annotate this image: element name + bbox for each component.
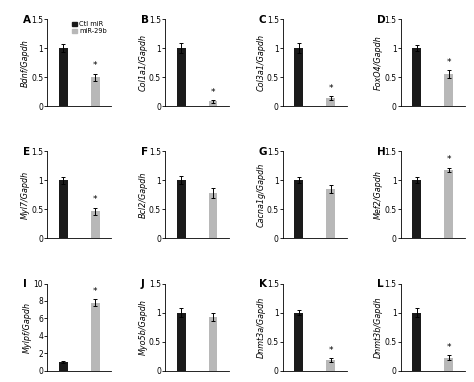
Text: *: * <box>447 58 451 66</box>
Bar <box>91 77 100 106</box>
Y-axis label: FoxO4/Gapdh: FoxO4/Gapdh <box>374 35 383 90</box>
Bar <box>59 180 68 238</box>
Y-axis label: Mylpf/Gapdh: Mylpf/Gapdh <box>23 301 32 353</box>
Text: B: B <box>141 15 149 25</box>
Y-axis label: Col3a1/Gapdh: Col3a1/Gapdh <box>256 34 265 91</box>
Text: *: * <box>328 84 333 93</box>
Text: L: L <box>377 279 383 289</box>
Bar <box>412 180 421 238</box>
Bar <box>444 170 453 238</box>
Text: H: H <box>377 147 385 157</box>
Y-axis label: Mef2/Gapdh: Mef2/Gapdh <box>374 170 383 219</box>
Bar <box>177 48 186 106</box>
Bar <box>59 48 68 106</box>
Bar <box>177 180 186 238</box>
Text: *: * <box>211 88 215 97</box>
Text: *: * <box>447 343 451 352</box>
Text: A: A <box>23 15 31 25</box>
Bar <box>412 48 421 106</box>
Bar <box>91 211 100 238</box>
Text: I: I <box>23 279 27 289</box>
Bar <box>412 312 421 371</box>
Text: *: * <box>93 195 98 204</box>
Bar <box>209 102 218 106</box>
Y-axis label: Col1a1/Gapdh: Col1a1/Gapdh <box>138 34 147 91</box>
Text: *: * <box>328 346 333 355</box>
Bar <box>294 312 303 371</box>
Bar <box>209 317 218 371</box>
Text: D: D <box>377 15 385 25</box>
Bar <box>444 74 453 106</box>
Bar <box>209 193 218 238</box>
Legend: Ctl miR, miR-29b: Ctl miR, miR-29b <box>71 21 108 35</box>
Y-axis label: Bdnf/Gapdh: Bdnf/Gapdh <box>21 39 30 87</box>
Text: C: C <box>259 15 266 25</box>
Bar <box>59 362 68 371</box>
Bar <box>326 360 335 371</box>
Y-axis label: Myo5b/Gapdh: Myo5b/Gapdh <box>138 299 147 355</box>
Bar <box>91 303 100 371</box>
Text: *: * <box>93 287 98 296</box>
Bar <box>326 189 335 238</box>
Text: G: G <box>259 147 267 157</box>
Text: J: J <box>141 279 145 289</box>
Bar <box>177 312 186 371</box>
Bar <box>326 98 335 106</box>
Text: *: * <box>447 155 451 164</box>
Y-axis label: Cacna1g/Gapdh: Cacna1g/Gapdh <box>256 163 265 227</box>
Y-axis label: Dnmt3b/Gapdh: Dnmt3b/Gapdh <box>374 296 383 358</box>
Bar <box>444 358 453 371</box>
Y-axis label: Dnmt3a/Gapdh: Dnmt3a/Gapdh <box>256 296 265 358</box>
Y-axis label: Myl7/Gapdh: Myl7/Gapdh <box>21 171 30 219</box>
Y-axis label: Bcl2/Gapdh: Bcl2/Gapdh <box>138 172 147 218</box>
Bar <box>294 180 303 238</box>
Text: E: E <box>23 147 30 157</box>
Bar <box>294 48 303 106</box>
Text: *: * <box>93 61 98 70</box>
Text: K: K <box>259 279 267 289</box>
Text: F: F <box>141 147 148 157</box>
